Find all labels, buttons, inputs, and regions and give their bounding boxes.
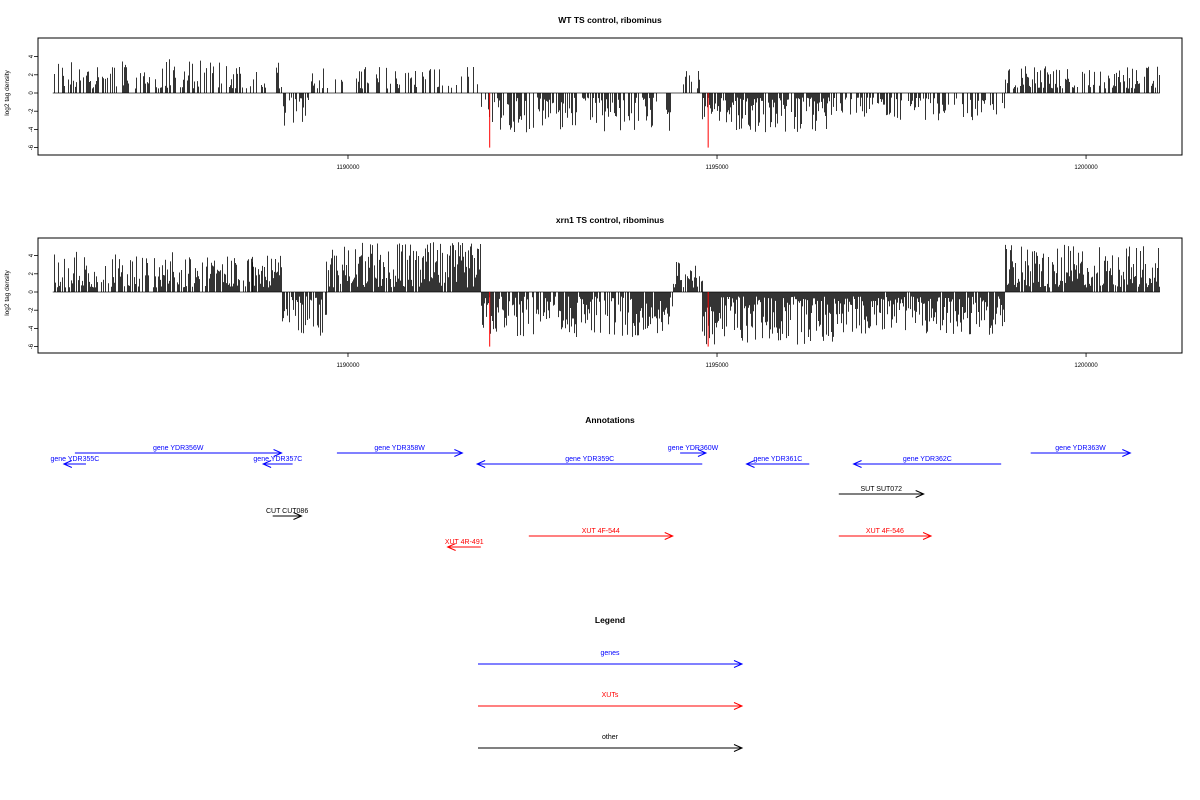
feature-arrowhead — [852, 460, 862, 468]
xrn1-y-axis-label: log2 tag density — [4, 269, 11, 315]
wt-x-tick-label: 1190000 — [337, 165, 361, 171]
feature-arrowhead — [454, 449, 464, 457]
legend-label: XUTs — [602, 692, 619, 699]
annotation-feature: XUT 4F-544 — [528, 528, 674, 540]
annotation-feature: gene YDR357C — [253, 456, 302, 468]
feature-label: gene YDR355C — [50, 456, 99, 463]
feature-label: gene YDR357C — [253, 456, 302, 463]
wt-y-tick-label: 0 — [29, 91, 35, 95]
feature-arrowhead — [62, 460, 73, 468]
xrn1-y-tick-label: 2 — [29, 271, 35, 275]
annotation-feature: XUT 4R-491 — [445, 539, 484, 551]
feature-label: gene YDR359C — [565, 456, 614, 463]
feature-label: CUT CUT086 — [266, 508, 308, 515]
annotation-feature: gene YDR362C — [852, 456, 1002, 468]
wt-x-tick-label: 1200000 — [1074, 165, 1098, 171]
feature-arrowhead — [475, 460, 486, 468]
feature-arrowhead — [273, 449, 283, 457]
feature-arrowhead — [664, 532, 674, 540]
xrn1-x-tick-label: 1200000 — [1074, 363, 1098, 369]
xrn1-panel-title: xrn1 TS control, ribominus — [556, 215, 664, 225]
annotation-feature: CUT CUT086 — [266, 508, 308, 520]
feature-label: gene YDR362C — [903, 456, 952, 463]
annotation-feature: gene YDR363W — [1030, 445, 1132, 457]
legend-title: Legend — [595, 615, 625, 625]
xrn1-density-panel: xrn1 TS control, ribominus log2 tag dens… — [4, 215, 1183, 369]
legend-label: genes — [600, 650, 620, 657]
wt-y-axis: 4 2 0 -2 -4 -6 — [29, 54, 39, 150]
legend-items: genes XUTs other — [478, 650, 744, 752]
feature-arrowhead — [697, 449, 708, 457]
xrn1-y-tick-label: 0 — [29, 290, 35, 294]
feature-label: XUT 4F-544 — [582, 528, 620, 535]
feature-arrowhead — [745, 460, 755, 468]
legend-item: other — [478, 734, 744, 752]
feature-arrowhead — [922, 532, 933, 540]
annotation-feature: gene YDR361C — [745, 456, 810, 468]
wt-x-tick-label: 1195000 — [706, 165, 730, 171]
legend-label: other — [602, 734, 619, 741]
wt-y-axis-label: log2 tag density — [4, 69, 11, 115]
feature-label: gene YDR361C — [753, 456, 802, 463]
xrn1-y-tick-label: 4 — [29, 253, 35, 257]
wt-y-tick-label: 4 — [29, 54, 35, 58]
wt-x-axis: 1190000 1195000 1200000 — [337, 155, 1098, 171]
feature-arrowhead — [293, 512, 303, 520]
legend-item: XUTs — [478, 692, 744, 710]
annotation-feature: SUT SUT072 — [838, 486, 925, 498]
annotation-feature: gene YDR359C — [475, 456, 703, 468]
feature-arrowhead — [261, 460, 272, 468]
feature-label: XUT 4R-491 — [445, 539, 484, 546]
xrn1-y-tick-label: -4 — [29, 325, 35, 331]
xrn1-y-tick-label: -2 — [29, 307, 35, 313]
xrn1-x-tick-label: 1190000 — [337, 363, 361, 369]
annotation-feature: XUT 4F-546 — [838, 528, 933, 540]
feature-arrowhead — [915, 490, 925, 498]
wt-y-tick-label: -6 — [29, 144, 35, 150]
feature-arrowhead — [1122, 449, 1132, 457]
wt-y-tick-label: -2 — [29, 108, 35, 114]
legend-arrowhead — [733, 660, 744, 668]
wt-panel-title: WT TS control, ribominus — [558, 15, 662, 25]
annotations-title: Annotations — [585, 415, 635, 425]
feature-label: SUT SUT072 — [860, 486, 902, 493]
wt-bar-group — [52, 59, 1160, 148]
wt-y-tick-label: 2 — [29, 72, 35, 76]
annotation-feature: gene YDR355C — [50, 456, 99, 468]
feature-label: gene YDR363W — [1055, 445, 1106, 452]
xrn1-bar-group — [52, 242, 1160, 347]
feature-label: gene YDR358W — [374, 445, 425, 452]
wt-density-panel: WT TS control, ribominus log2 tag densit… — [4, 15, 1183, 171]
annotation-feature: gene YDR360W — [668, 445, 719, 457]
wt-y-tick-label: -4 — [29, 126, 35, 132]
annotation-feature: gene YDR356W — [74, 445, 283, 457]
feature-label: gene YDR360W — [668, 445, 719, 452]
xrn1-x-tick-label: 1195000 — [706, 363, 730, 369]
legend-item: genes — [478, 650, 744, 668]
annotation-feature: gene YDR358W — [336, 445, 464, 457]
feature-arrowhead — [446, 543, 456, 551]
xrn1-y-tick-label: -6 — [29, 343, 35, 349]
feature-label: gene YDR356W — [153, 445, 204, 452]
xrn1-y-axis: 4 2 0 -2 -4 -6 — [29, 253, 39, 349]
legend-arrowhead — [733, 702, 744, 710]
xrn1-x-axis: 1190000 1195000 1200000 — [337, 353, 1098, 369]
annotation-features: gene YDR355C gene YDR356W gene YDR357C gene… — [50, 445, 1132, 551]
legend-arrowhead — [733, 744, 744, 752]
feature-label: XUT 4F-546 — [866, 528, 904, 535]
wt-plot-frame — [37, 37, 1183, 156]
legend: Legend genes XUTs other — [478, 615, 744, 752]
